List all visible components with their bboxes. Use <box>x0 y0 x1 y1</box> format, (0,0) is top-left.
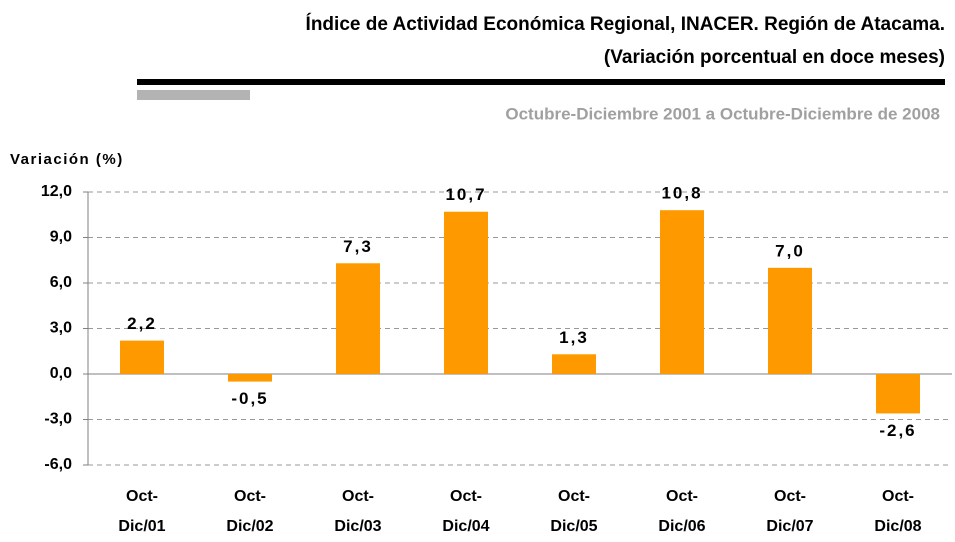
value-label: -2,6 <box>879 421 916 440</box>
y-axis-label: Variación (%) <box>10 151 124 168</box>
chart-subtitle: Octubre-Diciembre 2001 a Octubre-Diciemb… <box>505 104 940 123</box>
bar <box>876 374 920 414</box>
x-tick-label: Oct-Dic/04 <box>442 488 490 535</box>
bar <box>552 354 596 374</box>
rule-accent <box>137 90 250 100</box>
x-tick-label: Oct-Dic/07 <box>766 488 814 535</box>
value-label: 7,0 <box>775 241 805 260</box>
value-label: 2,2 <box>127 314 157 333</box>
value-label: 10,7 <box>445 185 486 204</box>
x-tick-label: Oct-Dic/02 <box>226 488 274 535</box>
bar <box>120 340 164 374</box>
y-tick-label: 9,0 <box>50 229 72 246</box>
x-tick-label: Oct-Dic/03 <box>334 488 382 535</box>
x-tick-label: Oct-Dic/01 <box>118 488 166 535</box>
y-tick-label: 12,0 <box>41 183 72 200</box>
x-tick-label: Oct-Dic/08 <box>874 488 922 535</box>
y-tick-label: 3,0 <box>50 320 72 337</box>
value-label: 7,3 <box>343 237 373 256</box>
bar <box>660 210 704 374</box>
rule <box>137 79 945 85</box>
y-tick-label: -6,0 <box>44 456 72 473</box>
y-tick-label: -3,0 <box>44 411 72 428</box>
x-tick-label: Oct-Dic/06 <box>658 488 706 535</box>
bar <box>228 374 272 382</box>
chart-title: (Variación porcentual en doce meses) <box>604 47 945 68</box>
x-tick-label: Oct-Dic/05 <box>550 488 598 535</box>
value-label: 1,3 <box>559 328 589 347</box>
bar <box>768 267 812 374</box>
bar <box>444 211 488 374</box>
y-tick-label: 0,0 <box>50 365 72 382</box>
value-label: 10,8 <box>661 184 702 203</box>
chart-title: Índice de Actividad Económica Regional, … <box>306 13 945 35</box>
value-label: -0,5 <box>231 389 268 408</box>
y-tick-label: 6,0 <box>50 274 72 291</box>
bar <box>336 263 380 374</box>
